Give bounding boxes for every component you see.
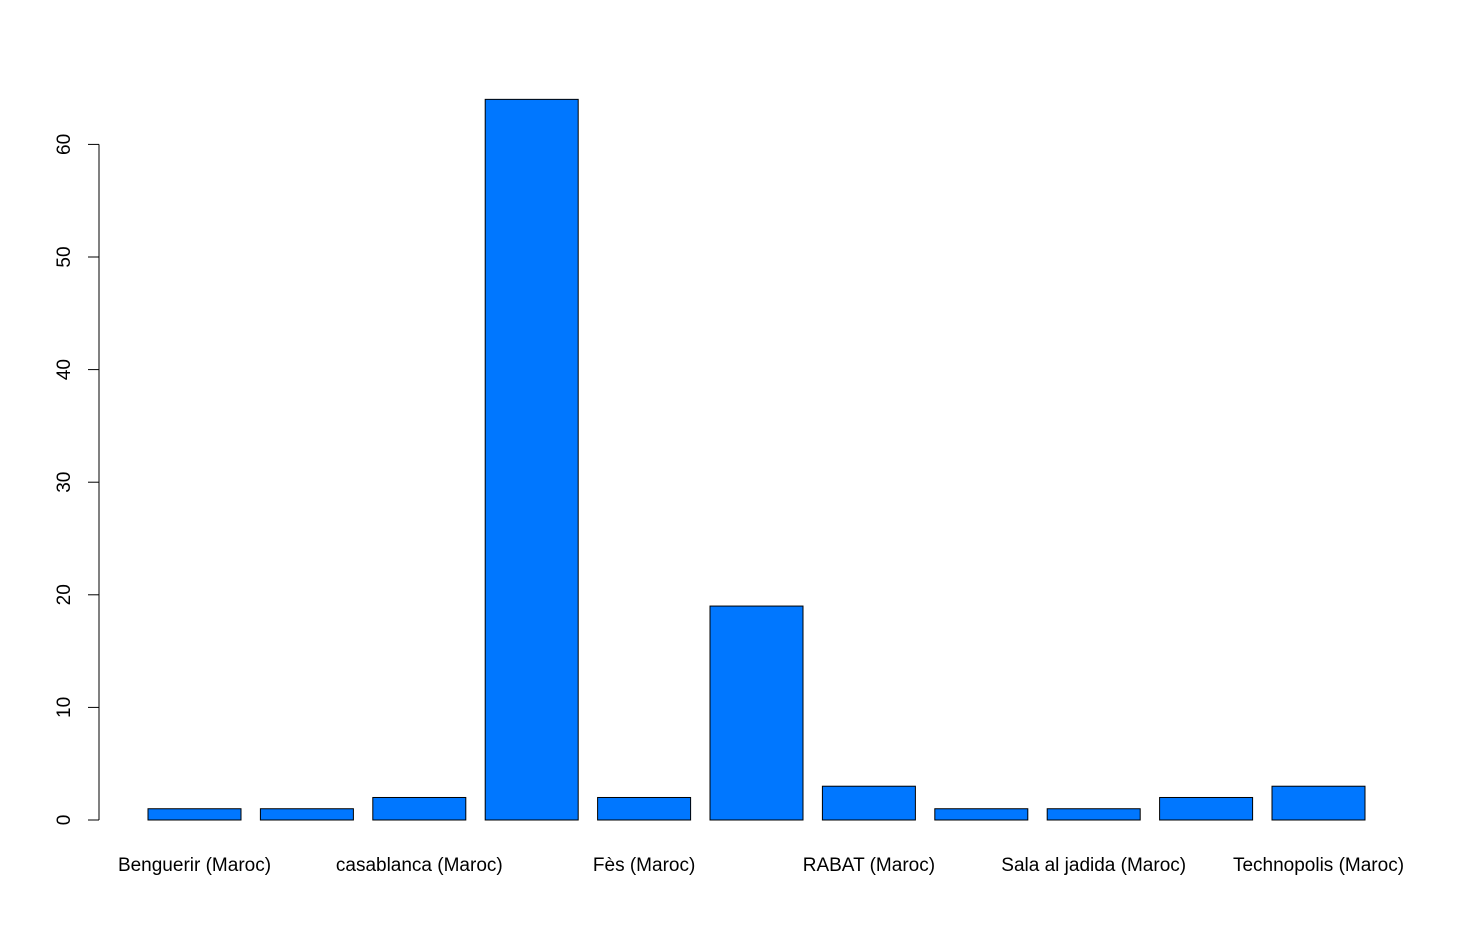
bars — [147, 98, 1366, 821]
y-tick-label: 0 — [54, 815, 75, 826]
x-axis-labels: Benguerir (Maroc) casablanca (Maroc) Fès (… — [118, 855, 1404, 876]
bar — [1046, 808, 1141, 821]
bar — [1159, 796, 1254, 821]
x-category-label: Benguerir (Maroc) — [118, 855, 271, 876]
bar — [934, 808, 1029, 821]
x-category-label: RABAT (Maroc) — [803, 855, 935, 876]
y-tick-label: 20 — [54, 584, 75, 605]
bar — [484, 98, 579, 821]
bar — [597, 796, 692, 821]
x-category-label: Sala al jadida (Maroc) — [1001, 855, 1186, 876]
y-tick-label: 40 — [54, 359, 75, 380]
bar — [821, 785, 916, 821]
y-tick-label: 10 — [54, 697, 75, 718]
x-category-label: Technopolis (Maroc) — [1233, 855, 1404, 876]
bar — [259, 808, 354, 821]
y-tick-label: 30 — [54, 472, 75, 493]
bar — [372, 796, 467, 821]
y-tick-label: 50 — [54, 246, 75, 267]
y-tick-label: 60 — [54, 134, 75, 155]
x-category-label: Fès (Maroc) — [593, 855, 695, 876]
y-axis: 0 10 20 30 40 50 60 — [54, 134, 100, 826]
x-category-label: casablanca (Maroc) — [336, 855, 503, 876]
bar — [709, 605, 804, 821]
bar — [1271, 785, 1366, 821]
bar — [147, 808, 242, 821]
